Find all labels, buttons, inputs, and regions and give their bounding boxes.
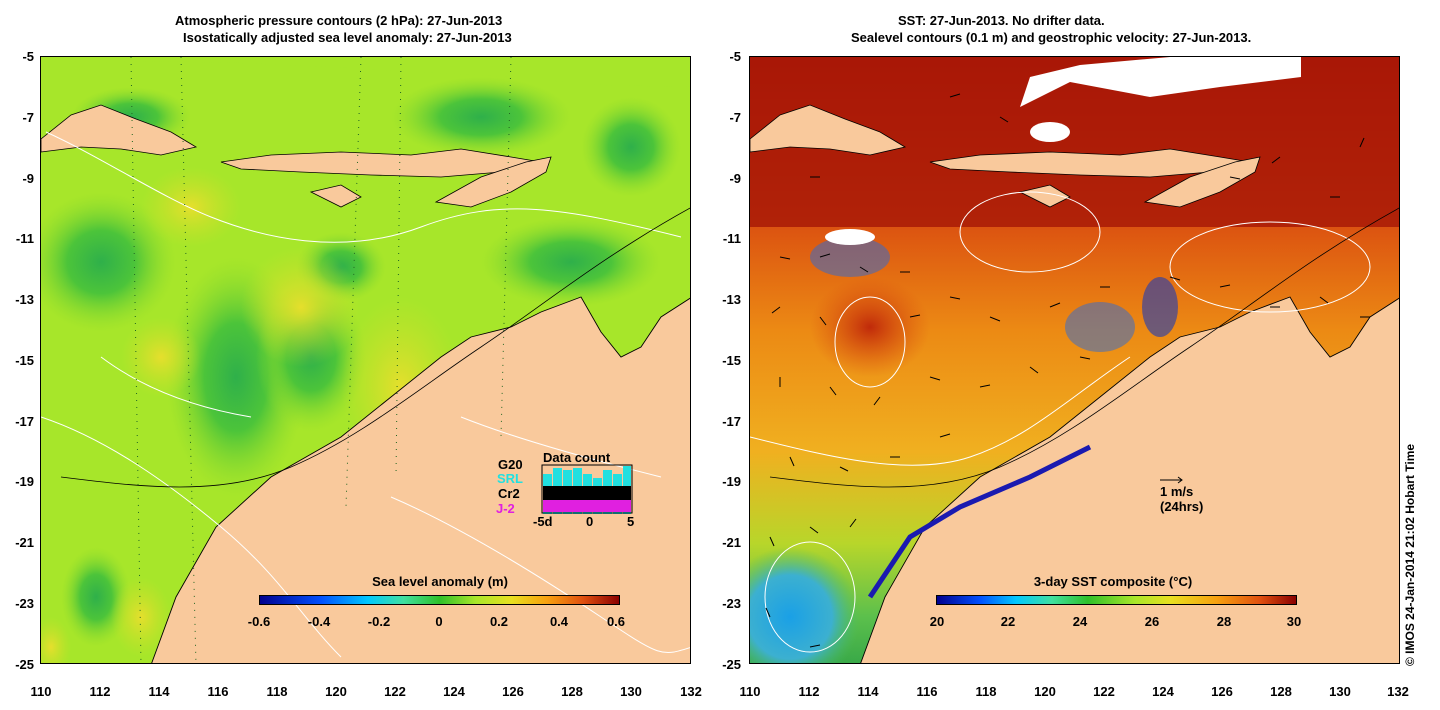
right-x-tick: 126: [1211, 684, 1233, 699]
sst-tick-3: 24: [1072, 614, 1088, 629]
velocity-scale-arrow: [1160, 476, 1183, 484]
left-title-line2: Isostatically adjusted sea level anomaly…: [183, 30, 512, 45]
sst-map-graphic: [750, 57, 1399, 663]
sst-tick-6: 30: [1286, 614, 1302, 629]
left-x-tick: 120: [325, 684, 347, 699]
left-y-tick: -23: [15, 596, 34, 611]
left-x-tick: 124: [443, 684, 465, 699]
left-x-tick: 122: [384, 684, 406, 699]
right-y-tick: -25: [722, 657, 741, 672]
right-x-tick: 128: [1270, 684, 1292, 699]
right-x-tick: 110: [739, 684, 761, 699]
left-y-tick: -19: [15, 474, 34, 489]
sla-colorbar: [259, 595, 620, 605]
left-y-tick: -7: [22, 110, 34, 125]
data-count-title: Data count: [543, 450, 611, 465]
sst-tick-1: 20: [929, 614, 945, 629]
hist-axis-right: 5: [627, 514, 635, 529]
left-x-tick: 128: [561, 684, 583, 699]
left-title-line1: Atmospheric pressure contours (2 hPa): 2…: [175, 13, 503, 28]
left-y-tick: -21: [15, 535, 34, 550]
right-y-tick: -17: [722, 414, 741, 429]
velocity-arrows: [765, 93, 1370, 648]
left-x-tick: 126: [502, 684, 524, 699]
right-y-tick: -23: [722, 596, 741, 611]
right-y-tick: -11: [722, 231, 741, 246]
sst-colorbar: [936, 595, 1297, 605]
sst-colorbar-title: 3-day SST composite (°C): [1033, 574, 1193, 589]
data-count-histogram: [541, 464, 633, 514]
left-x-tick: 116: [207, 684, 229, 699]
right-y-tick: -19: [722, 474, 741, 489]
left-x-tick: 112: [89, 684, 111, 699]
left-x-tick: 114: [148, 684, 170, 699]
hist-axis-mid: 0: [586, 514, 594, 529]
right-x-tick: 114: [857, 684, 879, 699]
hist-axis-left: -5d: [533, 514, 553, 529]
sla-tick-1: -0.6: [247, 614, 271, 629]
velocity-scale-label: 1 m/s: [1160, 484, 1194, 499]
sla-map-graphic: [41, 57, 690, 663]
right-y-tick: -7: [729, 110, 741, 125]
left-y-tick: -25: [15, 657, 34, 672]
right-x-tick: 122: [1093, 684, 1115, 699]
sla-tick-7: 0.6: [606, 614, 626, 629]
sla-tick-6: 0.4: [549, 614, 569, 629]
left-y-tick: -13: [15, 292, 34, 307]
right-title-line2: Sealevel contours (0.1 m) and geostrophi…: [851, 30, 1252, 45]
left-y-tick: -5: [22, 49, 34, 64]
sst-map: [749, 56, 1400, 664]
sst-tick-5: 28: [1216, 614, 1232, 629]
right-x-tick: 124: [1152, 684, 1174, 699]
sla-tick-2: -0.4: [307, 614, 331, 629]
legend-srl: SRL: [497, 471, 523, 486]
right-x-tick: 118: [975, 684, 997, 699]
cr2-bars: [543, 486, 631, 500]
legend-g20: G20: [498, 457, 523, 472]
right-y-tick: -15: [722, 353, 741, 368]
left-y-tick: -9: [22, 171, 34, 186]
right-x-tick: 116: [916, 684, 938, 699]
right-y-tick: -21: [722, 535, 741, 550]
sla-tick-4: 0: [435, 614, 443, 629]
left-y-tick: -17: [15, 414, 34, 429]
imos-credit: © IMOS 24-Jan-2014 21:02 Hobart Time: [1403, 443, 1417, 666]
right-x-tick: 120: [1034, 684, 1056, 699]
sla-colorbar-title: Sea level anomaly (m): [372, 574, 508, 589]
left-x-tick: 132: [680, 684, 702, 699]
sst-tick-2: 22: [1000, 614, 1016, 629]
legend-j2: J-2: [496, 501, 515, 516]
legend-cr2: Cr2: [498, 486, 520, 501]
right-x-tick: 112: [798, 684, 820, 699]
right-x-tick: 130: [1329, 684, 1351, 699]
right-x-tick: 132: [1387, 684, 1409, 699]
right-y-tick: -5: [729, 49, 741, 64]
right-y-tick: -9: [729, 171, 741, 186]
left-y-tick: -11: [15, 231, 34, 246]
left-x-tick: 110: [30, 684, 52, 699]
sea-level-anomaly-map: [40, 56, 691, 664]
left-y-tick: -15: [15, 353, 34, 368]
right-y-tick: -13: [722, 292, 741, 307]
velocity-scale-note: (24hrs): [1160, 499, 1204, 514]
left-x-tick: 118: [266, 684, 288, 699]
j2-bars: [543, 500, 631, 512]
sla-tick-3: -0.2: [367, 614, 391, 629]
right-title-line1: SST: 27-Jun-2013. No drifter data.: [898, 13, 1105, 28]
left-x-tick: 130: [620, 684, 642, 699]
sst-tick-4: 26: [1144, 614, 1160, 629]
sla-tick-5: 0.2: [489, 614, 509, 629]
